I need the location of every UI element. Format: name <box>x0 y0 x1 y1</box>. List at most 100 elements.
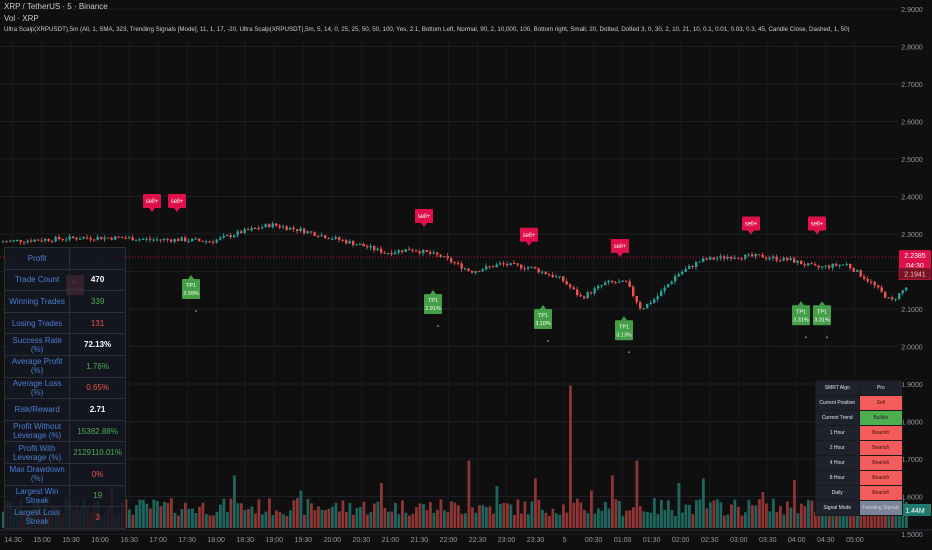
volume-bar <box>359 507 362 528</box>
stats-row: Winning Trades 339 <box>3 290 126 313</box>
candle-body <box>880 287 883 292</box>
candle-body <box>289 227 292 230</box>
volume-bar <box>383 507 387 528</box>
volume-bar <box>355 507 359 528</box>
tp-signal-pointer <box>819 301 825 306</box>
volume-bar <box>761 492 765 528</box>
candle-body <box>58 236 61 240</box>
candle-body <box>747 254 750 256</box>
volume-bar <box>268 498 271 528</box>
candle-body <box>845 263 848 265</box>
smrt-label: Daily <box>815 485 860 501</box>
candle-body <box>786 257 789 261</box>
volume-bar <box>471 507 474 528</box>
volume-bar <box>765 503 768 528</box>
volume-bar <box>320 509 324 528</box>
candle-body <box>642 308 645 310</box>
price-axis[interactable]: 2.9000 2.8000 2.7000 2.6000 2.5000 2.4000 2.30… <box>901 7 923 550</box>
y-tick-label: 2.6000 <box>901 120 923 127</box>
candle-body <box>775 256 778 261</box>
y-tick-label: 1.8000 <box>901 420 923 427</box>
volume-bar <box>877 505 880 528</box>
y-tick-label: 2.8000 <box>901 45 923 52</box>
volume-bar <box>495 486 499 528</box>
candle-body <box>362 243 365 247</box>
candle-body <box>793 258 796 263</box>
volume-bar <box>747 499 751 528</box>
sell-signal-label: sell+ <box>811 222 824 228</box>
candle-body <box>730 257 733 259</box>
volume-bar <box>856 513 859 528</box>
volume-bar <box>439 499 443 528</box>
candle-body <box>635 295 638 303</box>
candle-body <box>782 257 785 261</box>
volume-bar <box>362 501 366 528</box>
volume-tag <box>899 504 931 516</box>
x-tick-label: 01:30 <box>643 537 661 544</box>
candle-body <box>135 240 138 242</box>
volume-bar <box>590 490 593 528</box>
volume-bar <box>618 501 621 528</box>
candle-body <box>590 292 593 294</box>
volume-bar <box>884 515 887 528</box>
stats-value: 2.71 <box>69 398 126 421</box>
volume-bar <box>642 511 646 528</box>
candle-body <box>222 235 225 238</box>
stats-row: Success Rate (%) 72.13% <box>3 333 126 356</box>
candle-body <box>457 262 460 264</box>
candle-body <box>453 262 456 264</box>
volume-bar <box>607 508 611 528</box>
volume-bar <box>775 512 779 528</box>
tp-dot <box>805 336 807 339</box>
x-tick-label: 17:00 <box>149 537 167 544</box>
candle-body <box>103 237 106 240</box>
symbol-title[interactable]: XRP / TetherUS · 5 · Binance <box>4 2 108 11</box>
candle-body <box>467 268 470 271</box>
candle-body <box>565 281 568 285</box>
candle-body <box>485 266 488 270</box>
stats-header-label: Profit <box>3 247 71 270</box>
indicator-settings-line[interactable]: Ultra Scalp(XRPUSDT),5m (All, 1, SMA, 32… <box>4 26 850 33</box>
candle-body <box>723 256 726 259</box>
volume-bar <box>621 515 625 528</box>
candle-body <box>831 263 834 268</box>
candle-body <box>688 265 691 269</box>
volume-bar <box>138 499 142 528</box>
smrt-label: Current Position <box>815 395 860 411</box>
candle-body <box>520 264 523 269</box>
y-tick-label: 1.5000 <box>901 532 923 539</box>
x-tick-label: 19:30 <box>295 537 313 544</box>
candle-body <box>761 254 764 258</box>
volume-indicator-title[interactable]: Vol · XRP <box>4 14 39 23</box>
tp-signal-percent: 3.10% <box>535 321 551 327</box>
candle-body <box>408 249 411 251</box>
candle-body <box>324 235 327 239</box>
candle-body <box>110 237 113 240</box>
volume-bar <box>313 510 317 528</box>
volume-bar <box>474 512 478 528</box>
volume-bar <box>327 508 331 528</box>
stats-row: Losing Trades 131 <box>3 311 126 335</box>
volume-bar <box>698 499 702 528</box>
volume-bar <box>793 480 796 528</box>
current-price-tag <box>899 250 931 273</box>
volume-bar <box>408 515 411 528</box>
volume-bar <box>737 506 740 528</box>
candle-body <box>243 229 246 234</box>
time-axis[interactable]: 14:30 15:00 15:30 16:00 16:30 17:00 17:30 18:00… <box>4 537 863 544</box>
candle-body <box>569 284 572 288</box>
sell-signal-box <box>168 194 186 208</box>
volume-bar <box>271 515 275 528</box>
candle-body <box>26 240 29 243</box>
stats-header-value <box>69 247 126 270</box>
x-tick-label: 14:30 <box>4 537 22 544</box>
candle-body <box>5 241 8 243</box>
stats-label: Profit With Leverage (%) <box>3 441 71 464</box>
candle-body <box>254 228 257 230</box>
stats-label: Risk/Reward <box>3 398 71 421</box>
candle-body <box>96 237 99 240</box>
volume-bar <box>205 514 208 528</box>
candle-body <box>166 238 169 240</box>
candle-body <box>625 280 628 282</box>
